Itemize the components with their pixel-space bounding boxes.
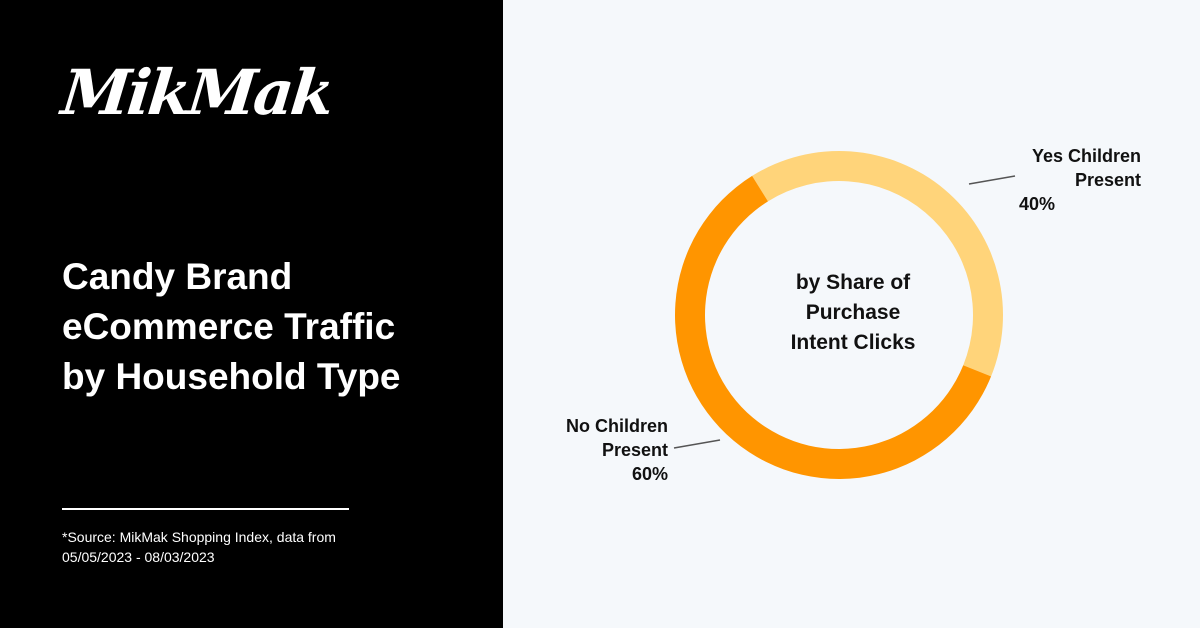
leader-line-no <box>673 439 721 449</box>
donut-slices <box>675 151 1003 479</box>
center-label-line-3: Intent Clicks <box>790 331 916 354</box>
divider <box>62 508 349 510</box>
source-line-2: 05/05/2023 - 08/03/2023 <box>62 549 215 565</box>
center-label-line-2: Purchase <box>805 301 901 324</box>
donut-chart-svg <box>673 151 1016 479</box>
source-note: *Source: MikMak Shopping Index, data fro… <box>62 527 382 567</box>
page-title: Candy Brand eCommerce Traffic by Househo… <box>62 252 482 402</box>
left-panel: MikMak Candy Brand eCommerce Traffic by … <box>0 0 503 628</box>
slice-label-yes-line-1: Yes Children <box>1031 146 1141 166</box>
donut-chart: by Share of Purchase Intent Clicks Yes C… <box>503 0 1200 628</box>
title-line-2: eCommerce Traffic <box>62 306 396 347</box>
slice-label-no-line-2: Present <box>601 440 668 460</box>
mikmak-logo: MikMak <box>58 56 335 129</box>
donut-slice-yes-children <box>752 151 1003 377</box>
title-line-1: Candy Brand <box>62 256 293 297</box>
slice-value-no: 60% <box>631 464 668 484</box>
leader-line-yes <box>968 175 1016 185</box>
slice-value-yes: 40% <box>1019 194 1056 214</box>
donut-center-label: by Share of Purchase Intent Clicks <box>743 268 963 358</box>
slice-label-yes-line-2: Present <box>1074 170 1141 190</box>
slice-label-yes-children: Yes Children Present 40% <box>971 144 1141 216</box>
source-line-1: *Source: MikMak Shopping Index, data fro… <box>62 529 336 545</box>
slice-label-no-line-1: No Children <box>566 416 668 436</box>
slice-label-no-children: No Children Present 60% <box>523 414 668 486</box>
title-line-3: by Household Type <box>62 356 401 397</box>
center-label-line-1: by Share of <box>795 271 911 294</box>
